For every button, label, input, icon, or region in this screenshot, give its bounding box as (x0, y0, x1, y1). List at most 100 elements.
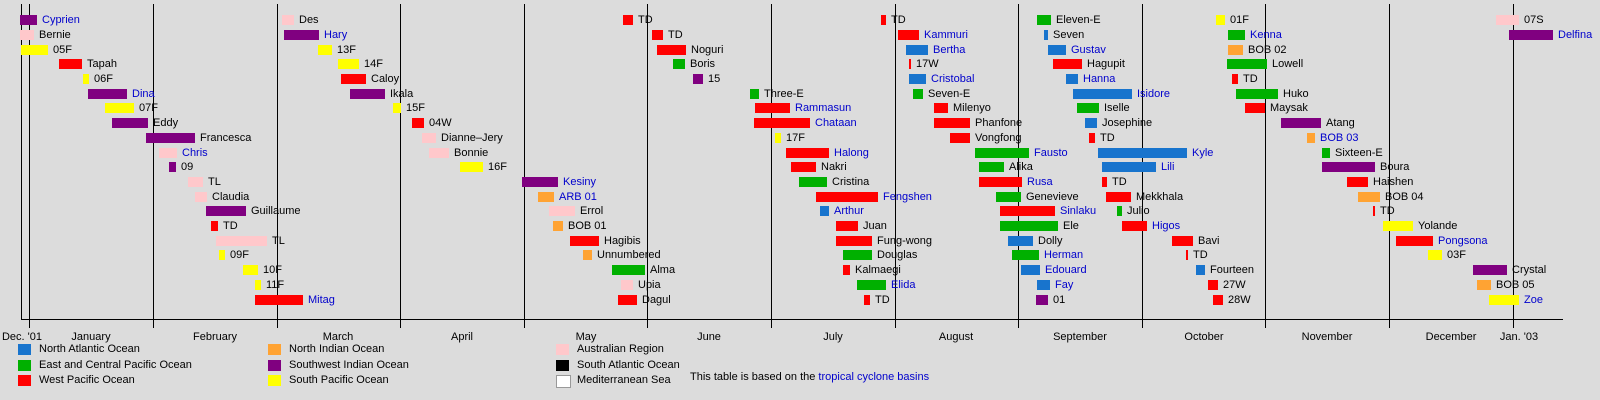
storm-label[interactable]: ARB 01 (559, 190, 597, 203)
storm-bar (799, 176, 827, 187)
storm-label[interactable]: Mitag (308, 293, 335, 306)
storm-label[interactable]: Halong (834, 146, 869, 159)
storm-label[interactable]: Kesiny (563, 175, 597, 188)
axis-tick (894, 319, 896, 328)
storm-bar (522, 176, 558, 187)
storm-bar (1186, 250, 1188, 261)
storm-label: Yolande (1418, 220, 1458, 232)
storm-label: TD (891, 14, 906, 27)
storm-bar (553, 221, 563, 231)
month-gridline (771, 4, 772, 319)
storm-label: Dianne–Jery (441, 131, 503, 144)
storm-bar (1000, 206, 1055, 217)
storm-bar (657, 44, 686, 55)
storm-label[interactable]: Fengshen (883, 190, 932, 203)
storm-label: Mekkhala (1136, 190, 1184, 203)
storm-label[interactable]: Zoe (1524, 293, 1543, 306)
storm-label[interactable]: Rusa (1027, 175, 1053, 188)
storm-bar (1037, 279, 1050, 290)
storm-bar (21, 44, 48, 55)
storm-label[interactable]: Bertha (933, 43, 966, 56)
legend-swatch-east-central-pacific (18, 359, 31, 371)
storm-label[interactable]: Hary (324, 28, 348, 41)
legend-swatch-south-pacific (268, 375, 281, 386)
storm-label: Fourteen (1210, 264, 1255, 277)
axis-tick (771, 319, 772, 328)
storm-label: Milenyo (953, 102, 991, 115)
storm-bar (881, 15, 886, 26)
storm-label[interactable]: Chris (182, 146, 208, 159)
month-label: April (450, 331, 474, 343)
legend-label-west-pacific: West Pacific Ocean (39, 374, 135, 386)
storm-bar (1489, 294, 1519, 305)
storm-bar (1000, 221, 1058, 231)
axis-baseline (21, 319, 1563, 320)
storm-label[interactable]: Delfina (1558, 28, 1593, 41)
storm-bar (906, 44, 928, 55)
storm-label: TD (1112, 175, 1127, 188)
tropical-cyclone-basins-link[interactable]: tropical cyclone basins (818, 371, 930, 383)
storm-label: 15F (406, 102, 425, 115)
storm-bar (950, 132, 970, 143)
storm-label: Upia (638, 278, 661, 291)
storm-label[interactable]: Arthur (834, 205, 864, 218)
storm-label[interactable]: Rammasun (795, 102, 852, 115)
storm-label[interactable]: Sinlaku (1060, 205, 1097, 218)
storm-label[interactable]: Pongsona (1438, 234, 1488, 247)
storm-bar (112, 118, 148, 129)
storm-label: Vongfong (975, 131, 1022, 144)
storm-label[interactable]: Fausto (1034, 146, 1068, 159)
storm-bar (612, 265, 645, 276)
storm-label[interactable]: Kammuri (924, 28, 969, 41)
storm-label: Hagupit (1087, 58, 1125, 71)
storm-bar (1122, 221, 1147, 231)
storm-label: Claudia (212, 190, 250, 203)
storm-label[interactable]: Chataan (815, 117, 857, 130)
storm-label: 01F (1230, 14, 1249, 27)
month-gridline (1018, 4, 1020, 319)
storm-bar (255, 294, 303, 305)
legend-label-australian: Australian Region (577, 343, 664, 355)
storm-label: BOB 04 (1385, 190, 1424, 203)
storm-label: Juan (863, 220, 887, 232)
storm-bar (1053, 59, 1082, 70)
storm-label: Bonnie (454, 146, 489, 159)
storm-label[interactable]: Dina (132, 87, 155, 100)
storm-label: Bernie (39, 28, 71, 41)
storm-label[interactable]: Hanna (1083, 73, 1116, 85)
storm-bar (570, 235, 599, 246)
storm-label[interactable]: Elida (891, 278, 916, 291)
storm-label[interactable]: Herman (1044, 249, 1084, 262)
storm-label[interactable]: Cyprien (42, 14, 80, 27)
storm-bar (618, 294, 637, 305)
storm-bar (975, 147, 1029, 158)
storm-bar (219, 250, 225, 261)
storm-label[interactable]: Kyle (1192, 146, 1214, 159)
storm-label[interactable]: Gustav (1071, 43, 1106, 56)
storm-label: Tapah (87, 58, 117, 71)
storm-label: Eddy (153, 117, 179, 130)
storm-bar (1036, 294, 1048, 305)
storm-label: Des (299, 14, 319, 27)
storm-bar (206, 206, 246, 217)
storm-label[interactable]: Cristobal (931, 73, 975, 85)
storm-label[interactable]: Fay (1055, 278, 1074, 291)
storm-bar (1216, 15, 1225, 26)
storm-bar (1322, 147, 1330, 158)
month-gridline (647, 4, 649, 319)
storm-label: Iselle (1104, 102, 1130, 115)
storm-label: 15 (708, 73, 721, 85)
storm-label[interactable]: Higos (1152, 220, 1181, 232)
storm-bar (211, 221, 218, 231)
storm-label[interactable]: Kenna (1250, 28, 1282, 41)
storm-bar (1358, 191, 1380, 202)
storm-bar (338, 59, 359, 70)
storm-label[interactable]: Edouard (1045, 264, 1087, 277)
storm-label[interactable]: Isidore (1137, 87, 1171, 100)
storm-bar (318, 44, 332, 55)
storm-bar (1213, 294, 1223, 305)
storm-label[interactable]: Lili (1161, 161, 1175, 174)
storm-label[interactable]: BOB 03 (1320, 131, 1359, 144)
storm-bar (159, 147, 177, 158)
storm-bar (460, 162, 483, 173)
